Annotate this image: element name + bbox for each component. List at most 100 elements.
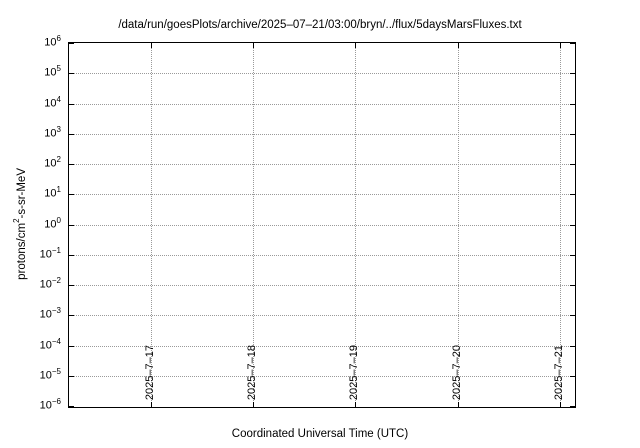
y-axis-tick-mark	[69, 134, 74, 135]
y-axis-tick-label: 10−5	[0, 368, 61, 382]
y-axis-tick-label: 10−1	[0, 247, 61, 261]
y-axis-tick-label: 103	[0, 126, 61, 140]
y-tick-exponent: 3	[56, 125, 61, 134]
y-tick-exponent: −4	[51, 337, 61, 346]
y-axis-tick-mark	[69, 255, 74, 256]
y-tick-exponent: −5	[51, 367, 61, 376]
y-axis-tick-mark	[69, 104, 74, 105]
grid-line-horizontal	[69, 225, 575, 226]
y-tick-exponent: −2	[51, 276, 61, 285]
y-axis-tick-label: 102	[0, 156, 61, 170]
y-tick-exponent: 1	[56, 185, 61, 194]
grid-line-vertical	[458, 43, 459, 407]
grid-line-vertical	[355, 43, 356, 407]
y-tick-exponent: −6	[51, 397, 61, 406]
grid-line-vertical	[151, 43, 152, 407]
y-tick-mantissa: 10	[44, 218, 57, 231]
grid-line-vertical	[253, 43, 254, 407]
y-tick-exponent: 5	[56, 64, 61, 73]
x-axis-tick-mark	[560, 43, 561, 48]
y-tick-exponent: 0	[56, 216, 61, 225]
y-axis-tick-mark	[570, 225, 575, 226]
x-axis-tick-label: 2025–7–19	[348, 344, 360, 400]
y-axis-tick-mark	[69, 346, 74, 347]
grid-line-vertical	[560, 43, 561, 407]
y-tick-mantissa: 10	[44, 187, 57, 200]
grid-line-horizontal	[69, 164, 575, 165]
y-axis-tick-label: 10−6	[0, 398, 61, 412]
y-axis-tick-mark	[69, 164, 74, 165]
grid-line-horizontal	[69, 315, 575, 316]
y-axis-tick-mark	[570, 73, 575, 74]
y-tick-mantissa: 10	[44, 66, 57, 79]
y-axis-tick-mark	[570, 406, 575, 407]
y-axis-tick-mark	[69, 73, 74, 74]
y-tick-mantissa: 10	[39, 369, 52, 382]
y-axis-tick-mark	[69, 43, 74, 44]
y-tick-mantissa: 10	[39, 278, 52, 291]
y-axis-tick-label: 101	[0, 186, 61, 200]
y-axis-tick-label: 105	[0, 65, 61, 79]
x-axis-tick-mark	[355, 402, 356, 407]
x-axis-tick-label: 2025–7–20	[451, 344, 463, 400]
x-axis-title: Coordinated Universal Time (UTC)	[231, 428, 409, 440]
y-axis-tick-label: 10−4	[0, 338, 61, 352]
y-tick-exponent: 2	[56, 155, 61, 164]
y-axis-tick-mark	[570, 255, 575, 256]
x-axis-tick-label: 2025–7–17	[144, 344, 156, 400]
x-axis-tick-label: 2025–7–18	[246, 344, 258, 400]
y-tick-mantissa: 10	[39, 399, 52, 412]
y-tick-exponent: 4	[56, 95, 61, 104]
x-axis-tick-mark	[458, 402, 459, 407]
y-tick-mantissa: 10	[44, 36, 57, 49]
x-axis-tick-mark	[151, 43, 152, 48]
y-axis-tick-mark	[570, 194, 575, 195]
y-axis-tick-mark	[69, 315, 74, 316]
y-tick-mantissa: 10	[44, 127, 57, 140]
grid-line-horizontal	[69, 285, 575, 286]
x-axis-tick-label: 2025–7–21	[553, 344, 565, 400]
y-tick-mantissa: 10	[44, 97, 57, 110]
x-axis-tick-mark	[253, 43, 254, 48]
y-axis-tick-mark	[69, 225, 74, 226]
y-axis-tick-mark	[69, 406, 74, 407]
y-axis-tick-label: 106	[0, 35, 61, 49]
y-axis-tick-mark	[570, 104, 575, 105]
x-axis-tick-mark	[355, 43, 356, 48]
y-axis-tick-label: 104	[0, 96, 61, 110]
y-tick-exponent: −3	[51, 306, 61, 315]
chart-title: /data/run/goesPlots/archive/2025–07–21/0…	[118, 19, 522, 31]
grid-line-horizontal	[69, 346, 575, 347]
y-tick-mantissa: 10	[44, 157, 57, 170]
y-axis-tick-mark	[69, 376, 74, 377]
x-axis-tick-mark	[458, 43, 459, 48]
y-axis-tick-mark	[570, 315, 575, 316]
x-axis-tick-mark	[253, 402, 254, 407]
y-tick-mantissa: 10	[39, 308, 52, 321]
y-tick-mantissa: 10	[39, 339, 52, 352]
y-axis-tick-mark	[570, 164, 575, 165]
grid-line-horizontal	[69, 255, 575, 256]
y-axis-tick-label: 10−2	[0, 277, 61, 291]
y-axis-tick-mark	[570, 285, 575, 286]
y-axis-tick-mark	[69, 285, 74, 286]
y-axis-tick-label: 10−3	[0, 307, 61, 321]
x-axis-tick-mark	[151, 402, 152, 407]
y-axis-tick-mark	[69, 194, 74, 195]
grid-line-horizontal	[69, 194, 575, 195]
y-tick-exponent: −1	[51, 246, 61, 255]
y-tick-mantissa: 10	[39, 248, 52, 261]
x-axis-tick-mark	[560, 402, 561, 407]
y-axis-tick-label: 100	[0, 217, 61, 231]
grid-line-horizontal	[69, 73, 575, 74]
y-tick-exponent: 6	[56, 34, 61, 43]
y-axis-tick-mark	[570, 134, 575, 135]
grid-line-horizontal	[69, 104, 575, 105]
grid-line-horizontal	[69, 376, 575, 377]
grid-line-horizontal	[69, 134, 575, 135]
y-axis-tick-mark	[570, 346, 575, 347]
y-axis-tick-mark	[570, 376, 575, 377]
plot-area	[68, 42, 576, 408]
y-axis-tick-mark	[570, 43, 575, 44]
